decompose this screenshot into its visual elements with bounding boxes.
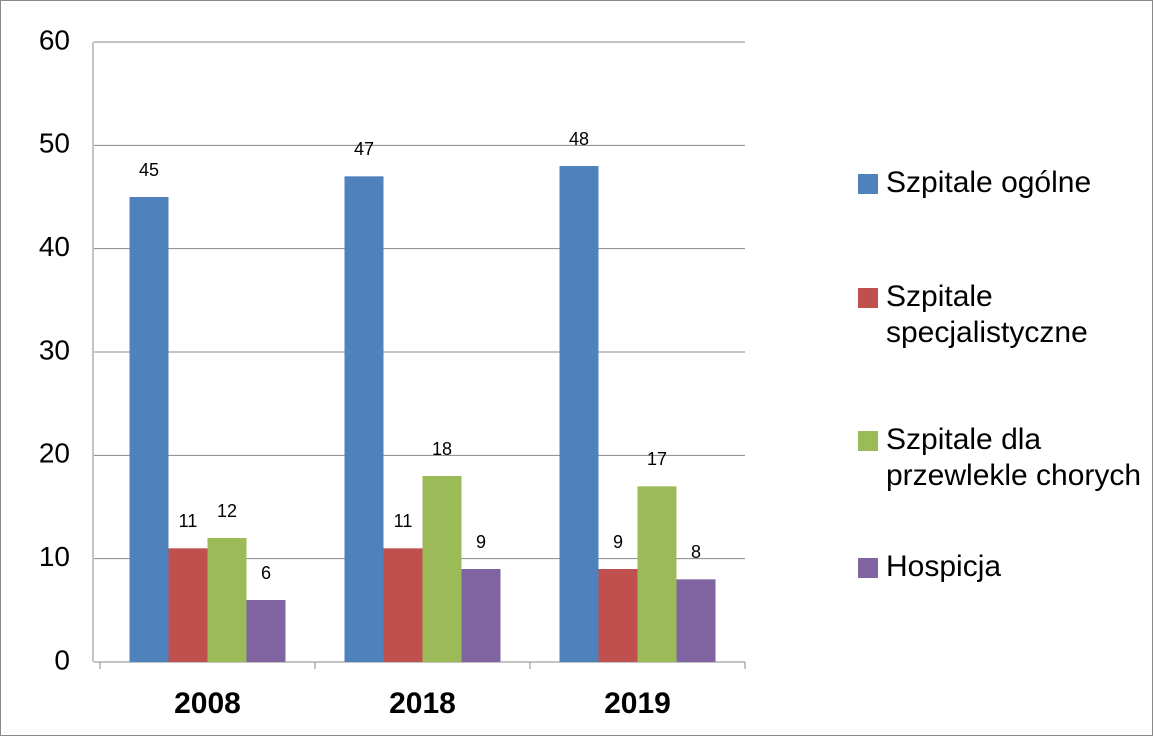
bar xyxy=(559,166,599,662)
bar xyxy=(168,548,208,662)
legend-item: Hospicja xyxy=(858,549,1148,585)
data-label: 8 xyxy=(691,542,701,562)
data-label: 45 xyxy=(139,160,159,180)
bar xyxy=(461,569,501,662)
bar xyxy=(383,548,423,662)
legend-swatch xyxy=(858,558,878,578)
y-tick-label: 20 xyxy=(39,438,70,469)
data-label: 47 xyxy=(354,139,374,159)
data-label: 9 xyxy=(613,532,623,552)
bar xyxy=(637,486,677,662)
x-tick-label: 2008 xyxy=(174,687,241,720)
y-tick-label: 60 xyxy=(39,24,70,55)
x-tick-label: 2019 xyxy=(604,687,671,720)
legend-item: Szpitale dla przewlekle chorych xyxy=(858,422,1148,494)
legend-item: Szpitale ogólne xyxy=(858,165,1148,201)
x-tick-label: 2018 xyxy=(389,687,456,720)
legend-label: Szpitale ogólne xyxy=(886,166,1092,199)
data-label: 48 xyxy=(569,129,589,149)
data-label: 11 xyxy=(394,511,413,531)
data-label: 6 xyxy=(261,563,271,583)
y-tick-label: 30 xyxy=(39,334,70,365)
y-tick-label: 50 xyxy=(39,128,70,159)
y-tick-label: 10 xyxy=(39,541,70,572)
legend-label: Szpitale specjalistyczne xyxy=(886,280,1088,349)
bar xyxy=(207,538,247,662)
data-label: 9 xyxy=(476,532,486,552)
data-label: 17 xyxy=(647,449,667,469)
bar xyxy=(676,579,716,662)
legend-swatch xyxy=(858,288,878,308)
data-label: 11 xyxy=(179,511,198,531)
bar xyxy=(598,569,638,662)
legend-label: Hospicja xyxy=(886,550,1002,583)
y-tick-label: 0 xyxy=(54,644,70,675)
legend-item: Szpitale specjalistyczne xyxy=(858,279,1148,351)
data-label: 12 xyxy=(217,501,237,521)
legend-label: Szpitale dla przewlekle chorych xyxy=(886,423,1142,492)
bar xyxy=(422,476,462,662)
legend-swatch xyxy=(858,431,878,451)
y-tick-label: 40 xyxy=(39,231,70,262)
legend-swatch xyxy=(858,174,878,194)
bar xyxy=(344,176,384,663)
data-label: 18 xyxy=(432,439,452,459)
bar xyxy=(129,197,169,662)
bar xyxy=(246,600,286,662)
